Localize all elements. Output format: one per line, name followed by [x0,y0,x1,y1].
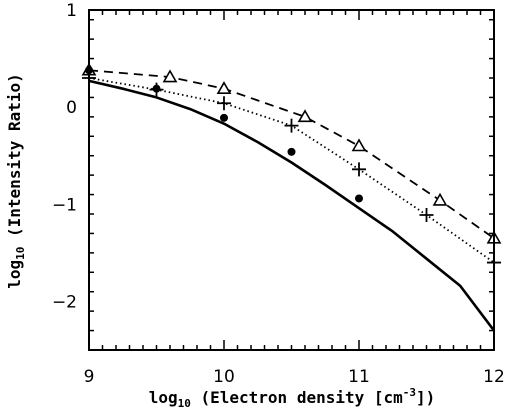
dot-marker [220,113,228,122]
x-tick-label: 9 [84,367,95,387]
triangle-marker [432,192,448,206]
x-tick-label: 10 [213,367,235,387]
plus-marker [284,118,299,133]
x-axis-title: log10 (Electron density [cm-3]) [149,386,436,410]
triangle-marker [351,138,367,152]
dot-marker [152,84,161,93]
x-tick-label: 12 [483,367,505,387]
plus-marker [217,96,231,111]
axis-ticks [88,10,495,351]
series-4 [85,66,363,203]
plot-frame [88,9,495,351]
triangle-marker [216,81,232,94]
y-tick-label: 1 [66,1,77,21]
dot-marker [355,194,363,203]
series-line [88,77,495,264]
x-tick-label: 11 [348,367,370,387]
y-axis-title: log10 (Intensity Ratio) [5,73,27,289]
dot-marker [287,147,296,156]
y-tick-label: −1 [52,195,77,215]
triangle-marker [162,69,178,83]
y-tick-label: 0 [66,98,77,118]
series-3 [82,71,501,270]
plus-marker [419,207,434,222]
triangle-marker [297,109,313,123]
chart-marks [81,62,502,332]
y-tick-label: −2 [52,292,77,312]
plus-marker [352,162,366,177]
series-line [88,79,496,332]
series-1 [88,79,496,332]
